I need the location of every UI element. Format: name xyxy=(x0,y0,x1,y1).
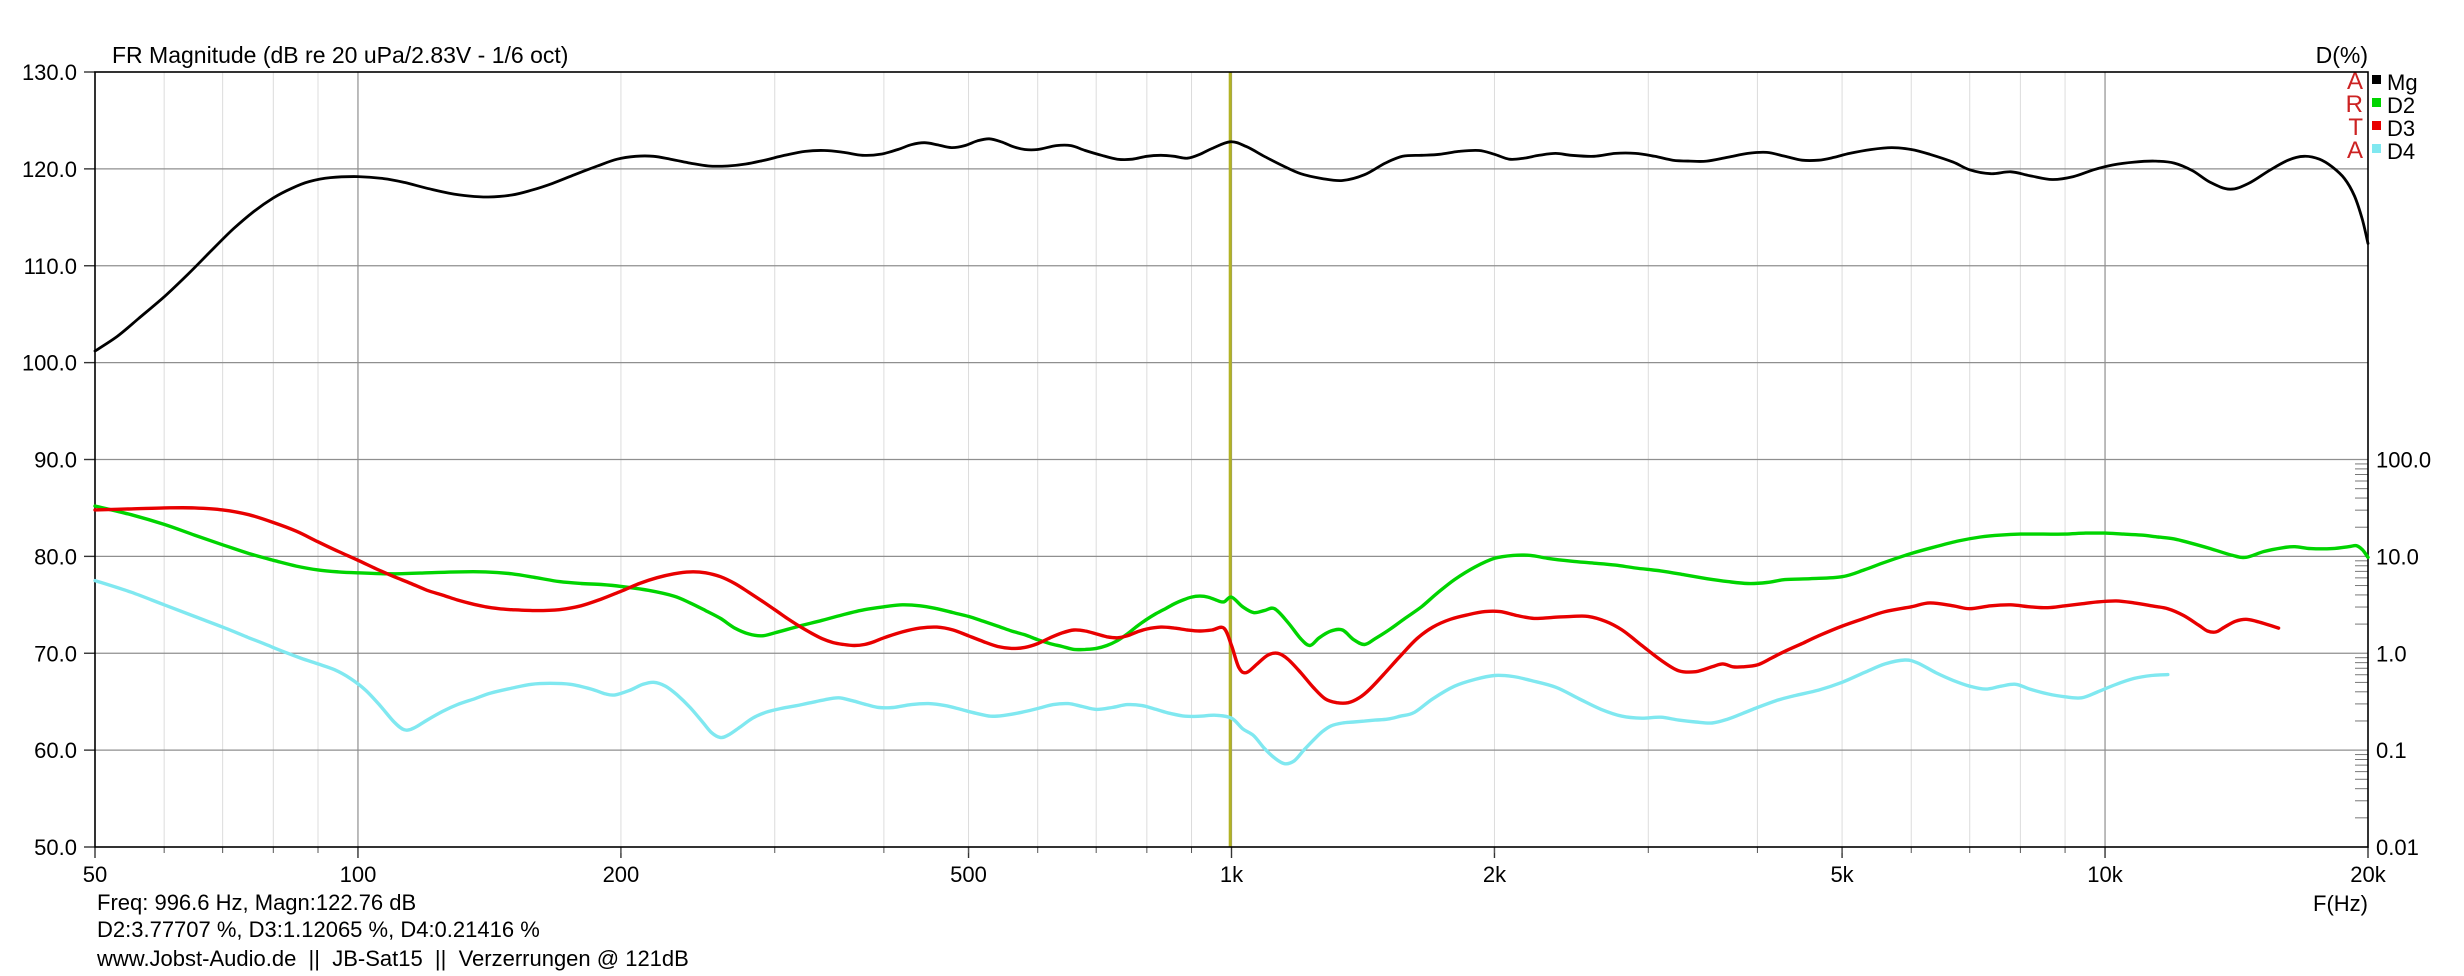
left-axis-label: 50.0 xyxy=(34,835,77,860)
right-axis-label: 100.0 xyxy=(2376,448,2431,473)
left-axis-label: 80.0 xyxy=(34,544,77,569)
arta-letter: A xyxy=(2346,68,2363,95)
right-axis-title: D(%) xyxy=(2315,42,2368,68)
legend-label-d2: D2 xyxy=(2387,93,2416,118)
x-axis-unit-label: F(Hz) xyxy=(2313,891,2368,916)
left-axis-label: 110.0 xyxy=(24,254,77,279)
left-axis-label: 130.0 xyxy=(22,60,77,85)
right-axis-label: 0.01 xyxy=(2376,835,2419,860)
left-axis-label: 100.0 xyxy=(22,351,77,376)
arta-letter: R xyxy=(2345,91,2363,118)
x-axis-label: 500 xyxy=(950,862,987,887)
curve-D4 xyxy=(93,578,2170,766)
left-axis-label: 90.0 xyxy=(34,448,77,473)
x-axis-label: 50 xyxy=(83,862,107,887)
legend-item-d3: D3 xyxy=(2372,117,2415,141)
d4-color-swatch xyxy=(2372,143,2381,153)
x-axis-label: 20k xyxy=(2350,862,2386,887)
x-axis-label: 1k xyxy=(1220,862,1244,887)
right-axis-label: 10.0 xyxy=(2376,544,2419,569)
x-axis-label: 2k xyxy=(1483,862,1507,887)
legend-item-mg: Mg xyxy=(2372,71,2418,95)
x-axis-label: 5k xyxy=(1830,862,1854,887)
legend-item-d2: D2 xyxy=(2372,94,2415,118)
arta-letter: T xyxy=(2348,114,2363,141)
legend-label-d4: D4 xyxy=(2387,139,2416,164)
arta-letter: A xyxy=(2346,137,2363,164)
left-axis-label: 70.0 xyxy=(34,641,77,666)
plot-border xyxy=(94,71,2369,848)
footer-info-line: www.Jobst-Audio.de || JB-Sat15 || Verzer… xyxy=(97,946,689,971)
x-axis-label: 100 xyxy=(340,862,377,887)
d3-color-swatch xyxy=(2372,120,2381,130)
legend-item-d4: D4 xyxy=(2372,140,2415,164)
mg-color-swatch xyxy=(2372,74,2381,84)
x-axis-label: 200 xyxy=(603,862,640,887)
curve-D2 xyxy=(93,504,2370,652)
right-axis-label: 1.0 xyxy=(2376,641,2407,666)
chart-title: FR Magnitude (dB re 20 uPa/2.83V - 1/6 o… xyxy=(112,42,569,68)
distortion-readout-line: D2:3.77707 %, D3:1.12065 %, D4:0.21416 % xyxy=(97,917,540,942)
d2-color-swatch xyxy=(2372,97,2381,107)
left-axis-label: 60.0 xyxy=(34,738,77,763)
curve-Mg xyxy=(93,137,2370,353)
x-axis-label: 10k xyxy=(2087,862,2123,887)
left-axis-label: 120.0 xyxy=(22,157,77,182)
right-axis-label: 0.1 xyxy=(2376,738,2407,763)
legend-label-d3: D3 xyxy=(2387,116,2416,141)
cursor-readout-line: Freq: 996.6 Hz, Magn:122.76 dB xyxy=(97,890,417,915)
legend-label-mg: Mg xyxy=(2387,70,2418,95)
curve-D3 xyxy=(93,506,2281,705)
